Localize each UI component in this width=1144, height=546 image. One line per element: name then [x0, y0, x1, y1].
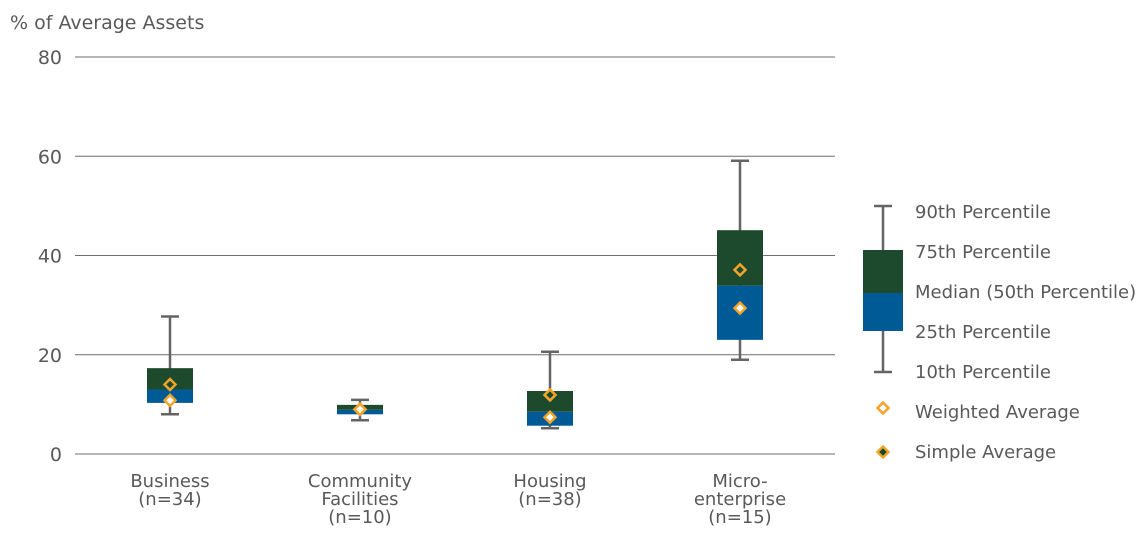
legend-label: 75th Percentile [915, 242, 1051, 263]
category-label: Business (n=34) [130, 471, 209, 510]
simple-average-marker [732, 262, 748, 278]
weighted-average-marker [162, 393, 178, 408]
box-group [527, 350, 573, 430]
legend-upper-box [863, 250, 903, 293]
y-tick-label: 80 [38, 47, 62, 69]
box-group [147, 315, 193, 416]
box-group [717, 159, 763, 361]
y-tick-label: 60 [38, 146, 62, 168]
legend-lower-box [863, 293, 903, 331]
legend-simple-marker [875, 444, 891, 460]
category-label-line: Micro- [712, 471, 767, 492]
gridlines [75, 56, 835, 455]
category-label-line: (n=10) [328, 507, 391, 528]
box-group [337, 398, 383, 422]
y-tick-label: 0 [50, 444, 62, 466]
y-tick-labels: 0 20 40 60 80 [38, 47, 62, 466]
y-tick-label: 20 [38, 345, 62, 367]
category-label-line: (n=38) [518, 489, 581, 510]
weighted-average-marker [732, 300, 748, 316]
y-axis-title: % of Average Assets [10, 12, 204, 34]
category-label: Micro-enterprise (n=15) [694, 471, 786, 528]
category-label-line: Community [308, 471, 413, 492]
category-label-line: Facilities [321, 489, 398, 510]
legend-label: Median (50th Percentile) [915, 282, 1136, 303]
category-label: Community Facilities (n=10) [308, 471, 413, 528]
legend-weighted-marker [875, 400, 891, 416]
category-labels: Business (n=34) Community Facilities (n=10) H… [130, 471, 786, 528]
weighted-average-marker [352, 402, 368, 417]
legend-label: Weighted Average [915, 402, 1080, 423]
legend-label: 25th Percentile [915, 322, 1051, 343]
category-label-line: Housing [513, 471, 586, 492]
legend-label: Simple Average [915, 442, 1056, 463]
category-label-line: enterprise [694, 489, 786, 510]
category-label: Housing (n=38) [513, 471, 586, 510]
boxes [147, 159, 763, 430]
category-label-line: (n=15) [708, 507, 771, 528]
weighted-average-marker [542, 410, 558, 425]
category-label-line: Business [130, 471, 209, 492]
upper-box [717, 230, 763, 286]
category-label-line: (n=34) [138, 489, 201, 510]
simple-average-marker [542, 387, 558, 403]
y-tick-label: 40 [38, 246, 62, 268]
simple-average-marker [162, 377, 178, 392]
legend-label: 90th Percentile [915, 202, 1051, 223]
legend: 90th Percentile 75th Percentile Median (50… [863, 202, 1136, 463]
legend-label: 10th Percentile [915, 362, 1051, 383]
